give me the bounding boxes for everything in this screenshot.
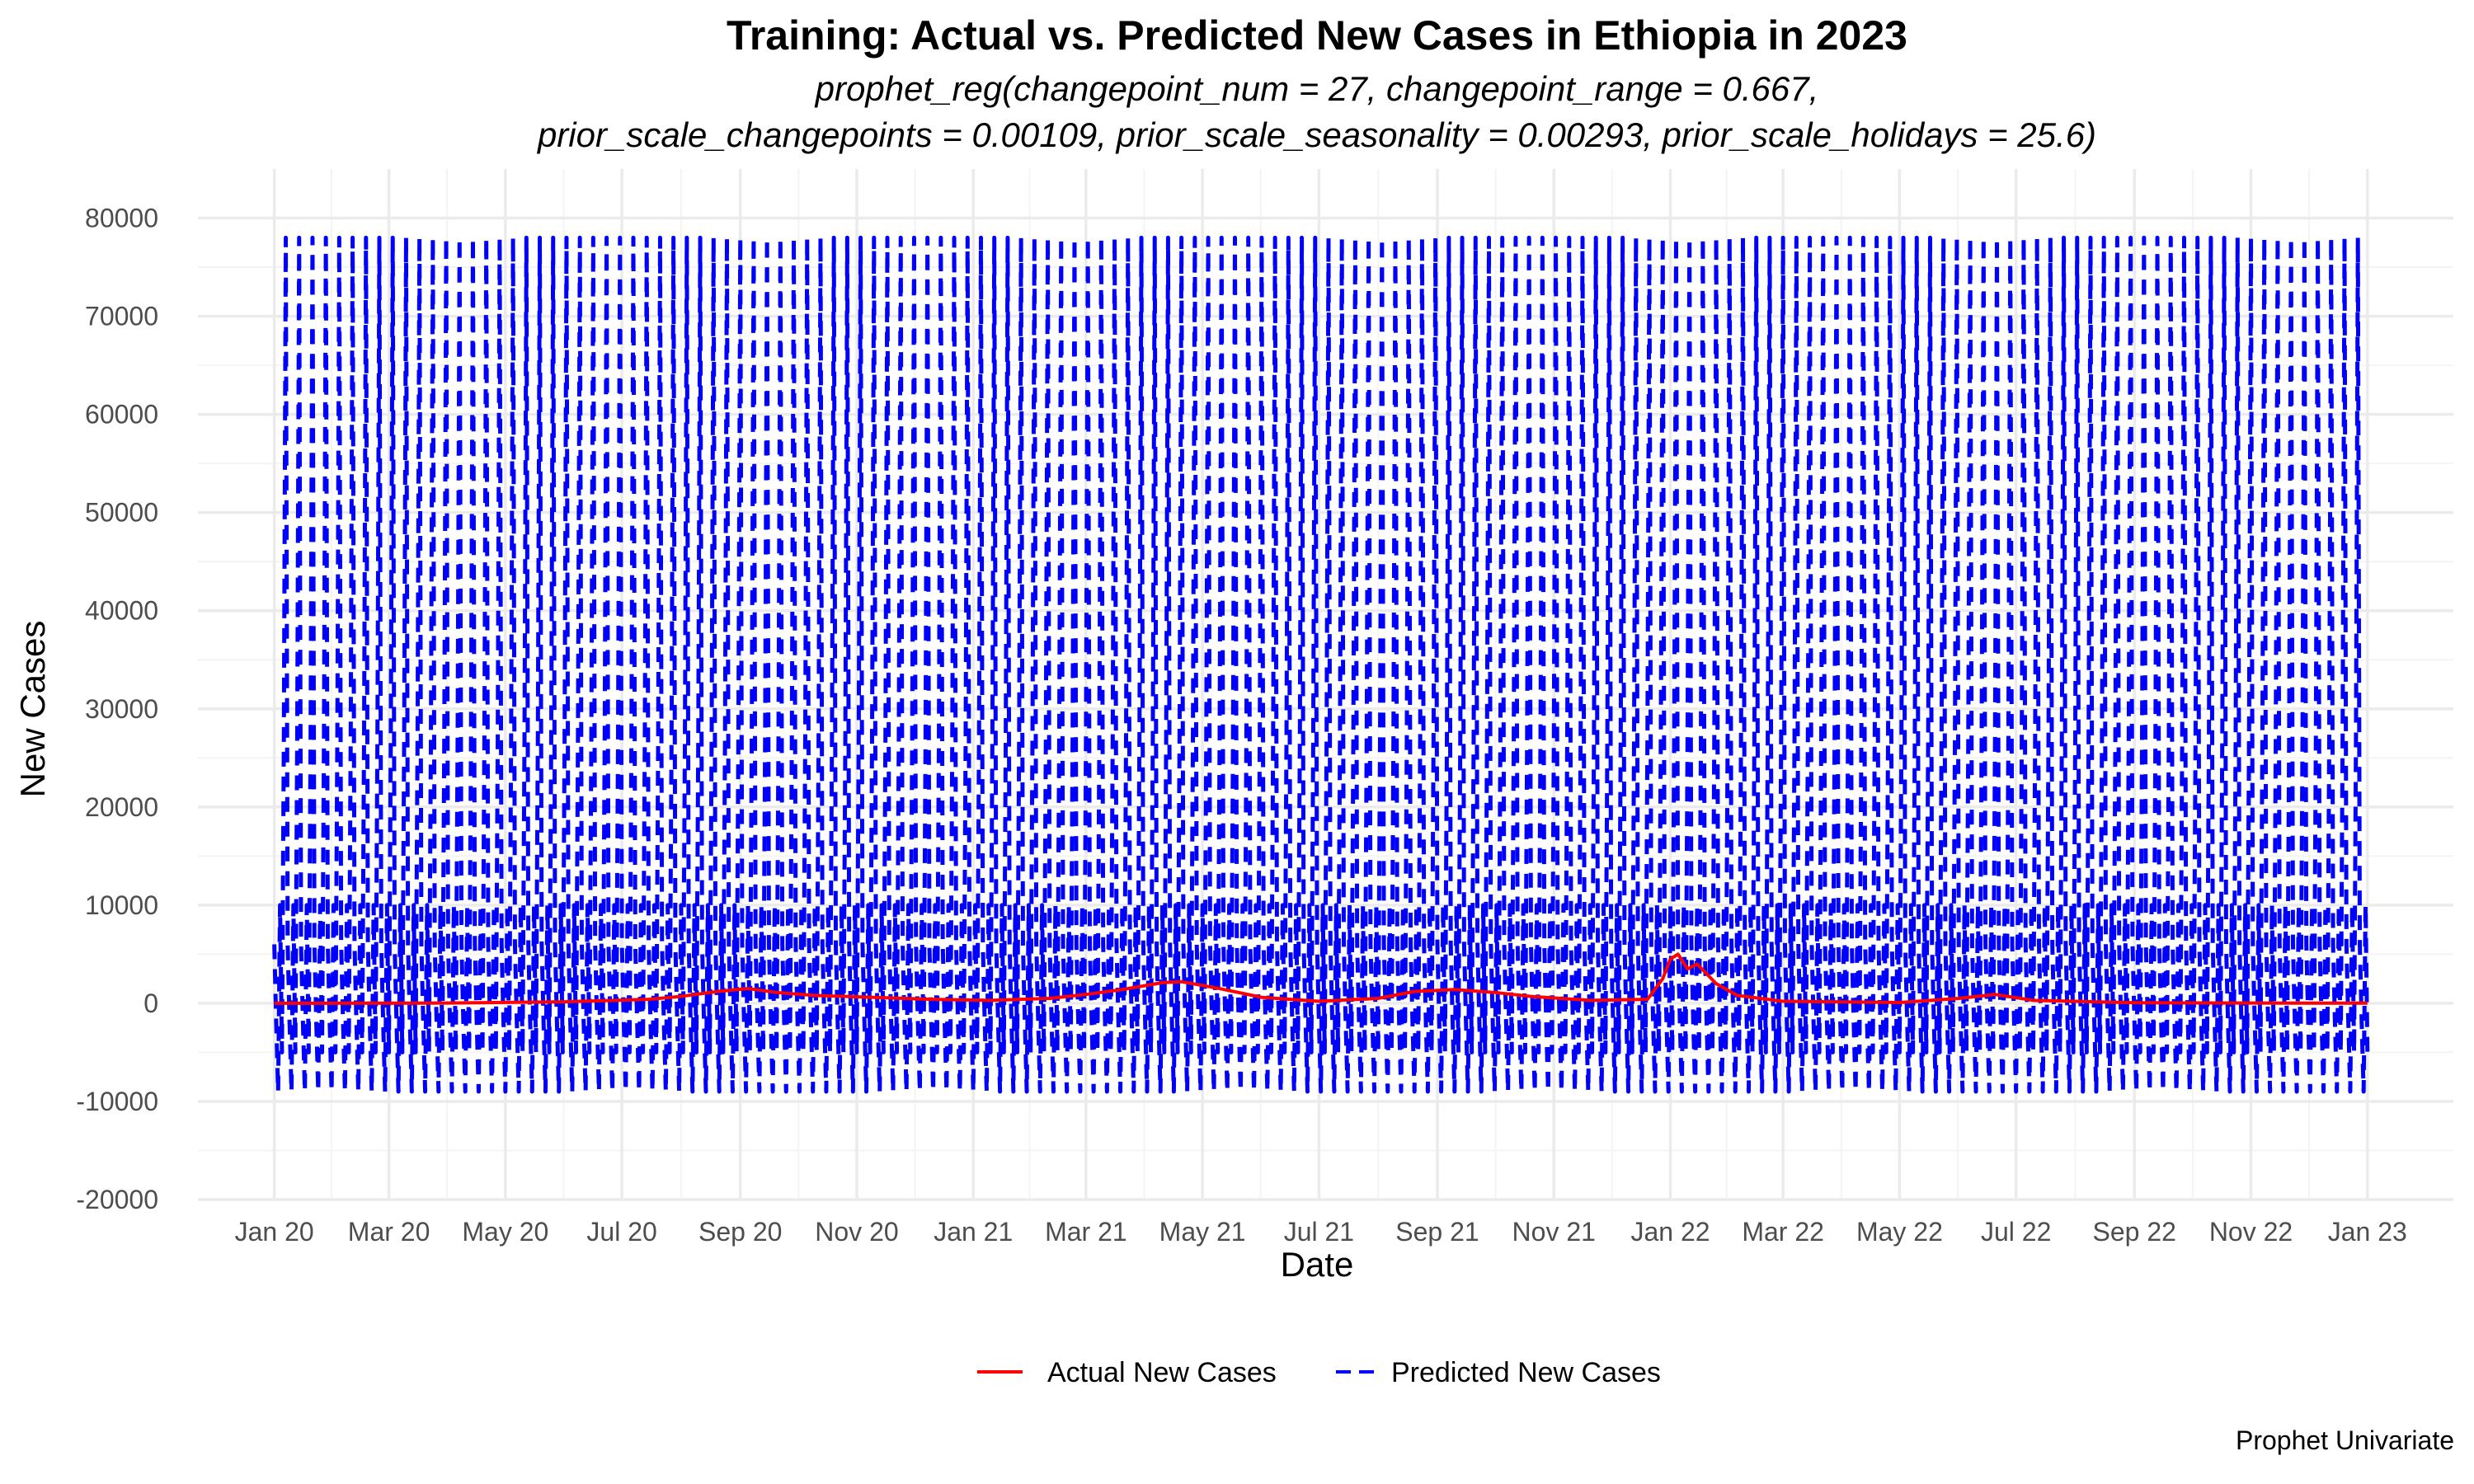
x-axis-title: Date [1281, 1245, 1354, 1284]
y-tick-label: 30000 [85, 694, 158, 724]
x-tick-label: Jan 22 [1630, 1217, 1710, 1247]
x-tick-label: Nov 20 [815, 1217, 898, 1247]
x-tick-label: Mar 20 [348, 1217, 430, 1247]
legend-label-actual: Actual New Cases [1047, 1357, 1277, 1388]
x-tick-label: Nov 21 [1512, 1217, 1596, 1247]
y-tick-label: 80000 [85, 204, 158, 233]
x-tick-label: May 21 [1159, 1217, 1246, 1247]
x-axis-ticks: Jan 20 Mar 20 May 20 Jul 20 Sep 20 Nov 20 Jan … [235, 1217, 2407, 1247]
y-axis-title: New Cases [13, 621, 52, 798]
y-tick-label: 60000 [85, 400, 158, 430]
x-tick-label: Nov 22 [2209, 1217, 2293, 1247]
x-tick-label: Mar 21 [1045, 1217, 1127, 1247]
y-tick-label: 40000 [85, 596, 158, 626]
y-tick-label: -10000 [76, 1087, 158, 1116]
y-tick-label: 10000 [85, 890, 158, 920]
series-line-actual [274, 952, 2368, 1005]
chart-subtitle-line1: prophet_reg(changepoint_num = 27, change… [814, 69, 1819, 108]
x-tick-label: Mar 22 [1742, 1217, 1824, 1247]
y-axis-ticks: -20000 -10000 0 10000 20000 30000 40000 50000 60… [76, 204, 158, 1214]
legend-label-predicted: Predicted New Cases [1391, 1357, 1661, 1388]
x-tick-label: Sep 22 [2093, 1217, 2176, 1247]
y-tick-label: 50000 [85, 498, 158, 528]
x-tick-label: Jan 21 [934, 1217, 1013, 1247]
y-tick-label: -20000 [76, 1185, 158, 1214]
chart-caption: Prophet Univariate [2236, 1425, 2454, 1455]
y-tick-label: 70000 [85, 302, 158, 331]
x-tick-label: Jul 20 [586, 1217, 656, 1247]
x-tick-label: Jan 20 [235, 1217, 314, 1247]
chart-subtitle-line2: prior_scale_changepoints = 0.00109, prio… [536, 115, 2096, 154]
x-tick-label: Sep 20 [698, 1217, 782, 1247]
y-tick-label: 20000 [85, 792, 158, 822]
chart-title: Training: Actual vs. Predicted New Cases… [727, 12, 1907, 59]
legend: Actual New Cases Predicted New Cases [977, 1357, 1661, 1388]
x-tick-label: May 20 [462, 1217, 548, 1247]
y-tick-label: 0 [143, 989, 158, 1018]
x-tick-label: May 22 [1856, 1217, 1943, 1247]
x-tick-label: Jan 23 [2328, 1217, 2407, 1247]
series-layer [272, 235, 2370, 1094]
x-tick-label: Sep 21 [1395, 1217, 1479, 1247]
series-line-predicted [272, 235, 2370, 1094]
x-tick-label: Jul 22 [1981, 1217, 2051, 1247]
x-tick-label: Jul 21 [1284, 1217, 1354, 1247]
